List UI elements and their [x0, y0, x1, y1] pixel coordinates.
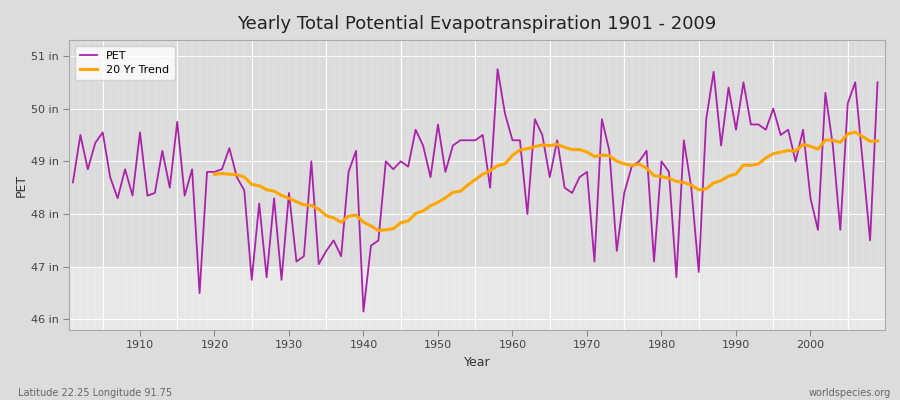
Y-axis label: PET: PET — [15, 174, 28, 197]
Text: Latitude 22.25 Longitude 91.75: Latitude 22.25 Longitude 91.75 — [18, 388, 172, 398]
Bar — [69, 267, 885, 330]
Legend: PET, 20 Yr Trend: PET, 20 Yr Trend — [75, 46, 175, 80]
X-axis label: Year: Year — [464, 356, 490, 369]
Title: Yearly Total Potential Evapotranspiration 1901 - 2009: Yearly Total Potential Evapotranspiratio… — [238, 15, 716, 33]
Text: worldspecies.org: worldspecies.org — [809, 388, 891, 398]
